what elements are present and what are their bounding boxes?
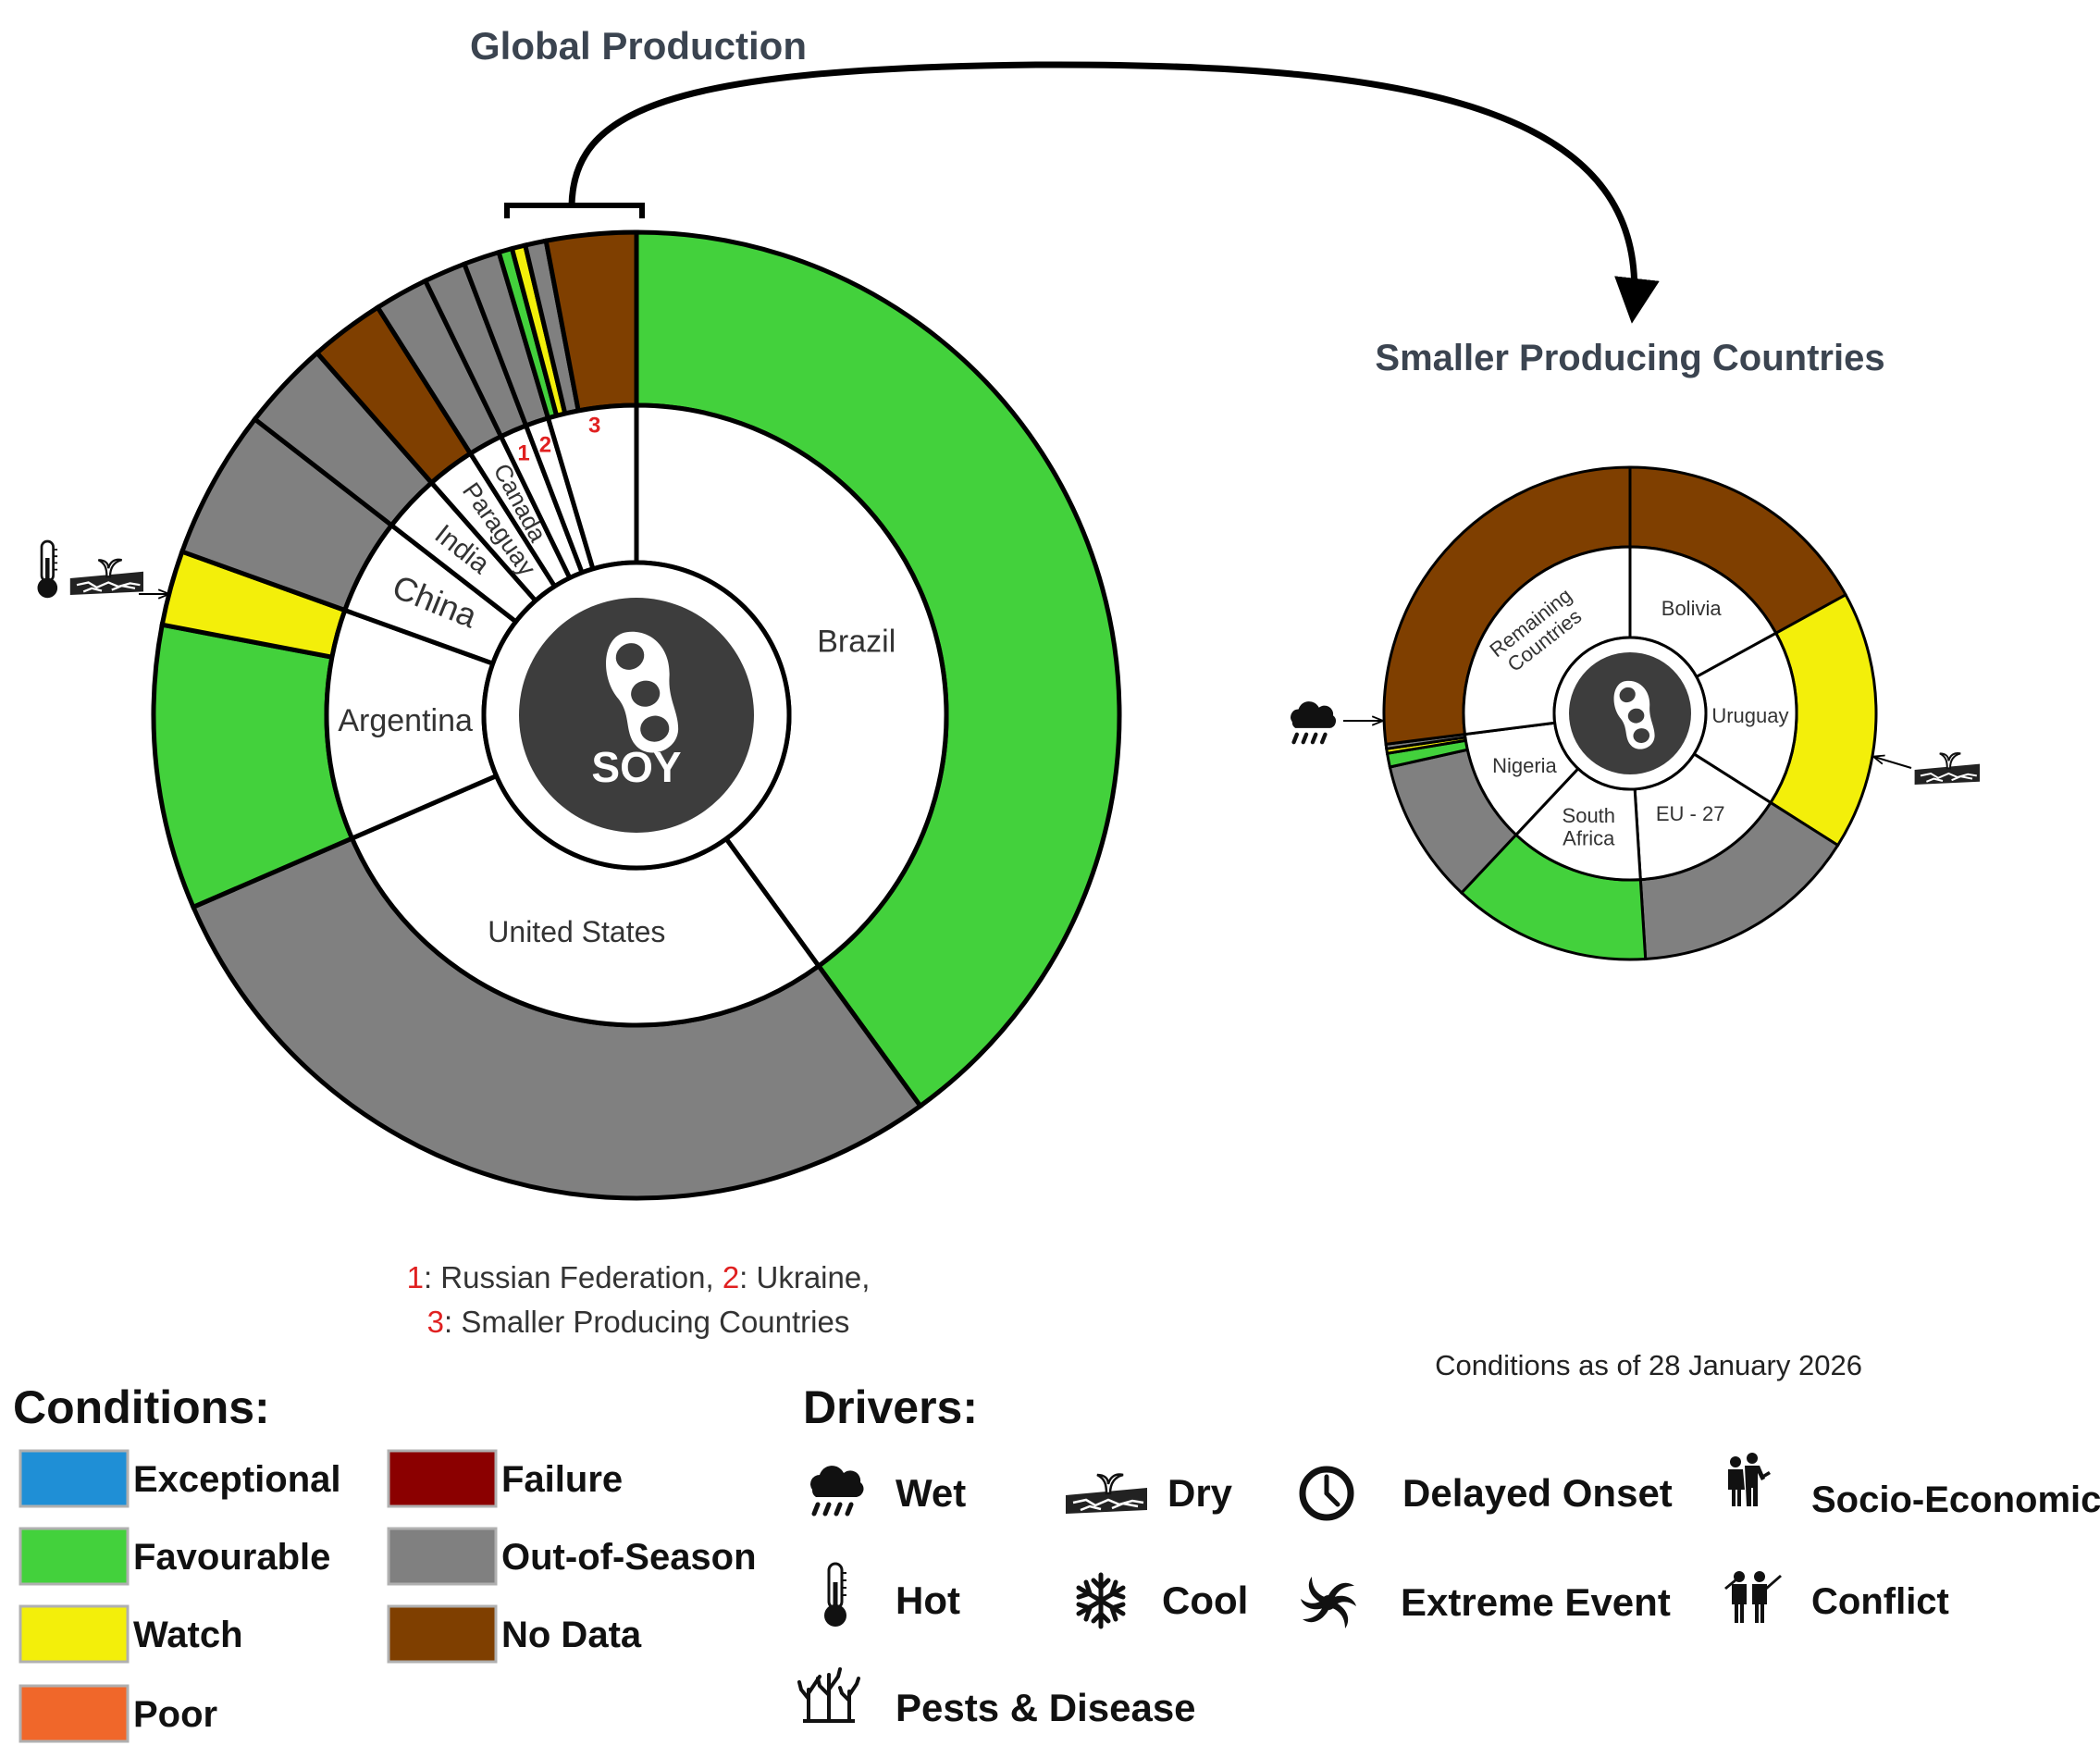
dry-icon — [1064, 1473, 1149, 1516]
swatch-poor — [19, 1684, 130, 1743]
swatch-out-of-season — [387, 1527, 498, 1586]
inner-label-argentina: Argentina — [338, 703, 473, 738]
footnote-line-1: 1: Russian Federation, 2: Ukraine, — [407, 1260, 871, 1294]
driver-label-pests-disease: Pests & Disease — [896, 1686, 1196, 1729]
delayed-onset-icon — [1303, 1469, 1351, 1517]
inner-label-1: 1 — [517, 441, 529, 466]
legend-label-out-of-season: Out-of-Season — [501, 1537, 757, 1578]
date-note: Conditions as of 28 January 2026 — [1435, 1349, 1862, 1381]
chart-title-smaller: Smaller Producing Countries — [1375, 338, 1884, 378]
footnote-n2: 2 — [723, 1260, 739, 1294]
inner-label-brazil: Brazil — [817, 625, 896, 660]
conditions-legend: Exceptional Favourable Watch Poor Failure Out… — [19, 1449, 757, 1743]
driver-label-hot: Hot — [896, 1578, 960, 1622]
driver-label-dry: Dry — [1167, 1471, 1233, 1515]
driver-label-delayed-onset: Delayed Onset — [1402, 1471, 1673, 1515]
inner-label-eu-27: EU - 27 — [1656, 802, 1725, 825]
driver-label-wet: Wet — [896, 1471, 966, 1515]
driver-label-conflict: Conflict — [1811, 1581, 1949, 1622]
swatch-favourable — [19, 1527, 130, 1586]
footnote-line-2: 3: Smaller Producing Countries — [427, 1305, 850, 1339]
hub-label: SOY — [591, 743, 681, 791]
swatch-no-data — [387, 1604, 498, 1664]
conflict-icon — [1724, 1571, 1782, 1623]
driver-label-socio-economic: Socio-Economic — [1811, 1479, 2100, 1520]
legend-label-failure: Failure — [501, 1459, 623, 1500]
footnote-t3: : Smaller Producing Countries — [444, 1305, 849, 1339]
argentina-dry-icon — [68, 558, 145, 597]
drivers-legend: Wet Dry Delayed Onset Socio-Economic Hot… — [797, 1453, 2100, 1729]
chart-title-global: Global Production — [470, 24, 807, 68]
zoom-arrow — [568, 61, 1660, 324]
nigeria-wet-icon — [1291, 701, 1336, 742]
uruguay-driver-pointer — [1874, 757, 1912, 769]
drivers-title: Drivers: — [803, 1381, 978, 1433]
wet-icon — [810, 1466, 864, 1514]
conditions-title: Conditions: — [13, 1381, 270, 1433]
bracket-smaller-producers — [504, 203, 645, 218]
legend-label-favourable: Favourable — [133, 1537, 330, 1578]
inner-label-bolivia: Bolivia — [1661, 597, 1723, 620]
footnote-n3: 3 — [427, 1305, 444, 1339]
argentina-hot-icon — [36, 539, 59, 600]
socio-economic-icon — [1728, 1453, 1771, 1506]
swatch-watch — [19, 1604, 130, 1664]
driver-label-cool: Cool — [1162, 1578, 1248, 1622]
driver-label-extreme-event: Extreme Event — [1401, 1580, 1671, 1624]
uruguay-dry-icon — [1913, 751, 1982, 786]
inner-label-3: 3 — [588, 414, 600, 439]
legend-label-no-data: No Data — [501, 1615, 642, 1655]
swatch-exceptional — [19, 1449, 130, 1508]
inner-label-2: 2 — [539, 433, 551, 458]
legend-label-watch: Watch — [133, 1615, 243, 1655]
footnote-t1: : Russian Federation, — [424, 1260, 723, 1294]
swatch-failure — [387, 1449, 498, 1508]
cool-icon — [1079, 1575, 1123, 1627]
hot-icon — [822, 1562, 848, 1628]
pests-disease-icon — [797, 1667, 860, 1723]
inner-label-uruguay: Uruguay — [1711, 704, 1788, 727]
footnote-n1: 1 — [407, 1260, 424, 1294]
inner-label-united-states: United States — [488, 915, 665, 948]
extreme-event-icon — [1301, 1577, 1356, 1628]
legend-label-poor: Poor — [133, 1694, 217, 1735]
footnote-t2: : Ukraine, — [739, 1260, 870, 1294]
inner-label-south-africa: South Africa — [1563, 804, 1616, 849]
legend-label-exceptional: Exceptional — [133, 1459, 341, 1500]
inner-label-nigeria: Nigeria — [1492, 754, 1557, 777]
